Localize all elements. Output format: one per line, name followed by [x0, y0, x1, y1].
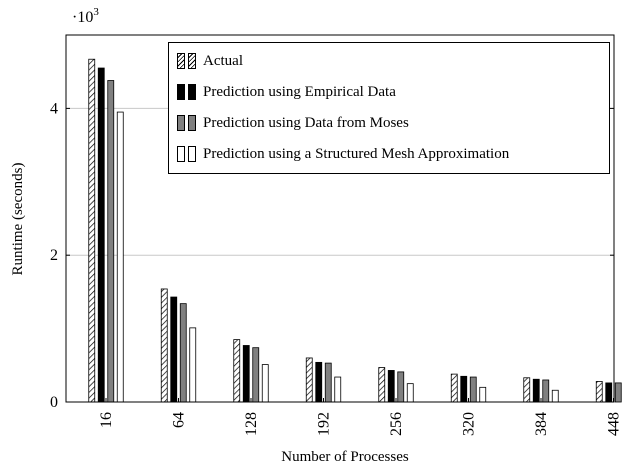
y-multiplier-label: ·103 [72, 6, 99, 26]
x-tick-label: 448 [606, 412, 623, 436]
legend-swatch-hatched [188, 53, 196, 69]
bar-solid-128 [252, 347, 260, 403]
x-tick-label: 64 [171, 412, 188, 428]
y-tick-label: 0 [50, 394, 58, 411]
bar-hatched-64 [160, 288, 168, 403]
bar-outline-64 [189, 327, 197, 403]
bar-solid-448 [605, 382, 613, 403]
bar-solid-256 [387, 370, 395, 403]
bar-hatched-320 [450, 373, 458, 403]
axis-ticks: 0241664128192256320384448512 [50, 100, 623, 436]
x-tick-label: 16 [98, 412, 115, 428]
bar-solid-16 [97, 67, 105, 403]
legend-swatch-black [188, 84, 196, 100]
x-tick-label: 128 [243, 412, 260, 436]
bar-solid-192 [315, 361, 323, 403]
y-tick-label: 2 [50, 247, 58, 264]
y-tick-label: 4 [50, 100, 58, 117]
bar-solid-448 [614, 382, 622, 403]
legend-swatch-outline [177, 146, 185, 162]
x-axis-label: Number of Processes [281, 449, 409, 465]
bar-hatched-16 [88, 58, 96, 403]
legend-swatch-gray [177, 115, 185, 131]
x-tick-label: 384 [533, 412, 550, 436]
bar-outline-16 [116, 111, 124, 403]
bar-outline-192 [334, 376, 342, 403]
chart-legend: Actual Prediction using Empirical Data P… [168, 42, 610, 174]
legend-swatch-outline [188, 146, 196, 162]
legend-swatch-black [177, 84, 185, 100]
x-tick-label: 192 [316, 412, 333, 436]
bar-hatched-448 [595, 381, 603, 403]
bar-solid-256 [397, 371, 405, 403]
bar-outline-384 [551, 389, 559, 403]
legend-swatch-gray [188, 115, 196, 131]
y-axis-label: Runtime (seconds) [10, 163, 26, 276]
bar-solid-16 [107, 80, 115, 403]
bar-outline-320 [479, 386, 487, 403]
legend-label: Prediction using Empirical Data [203, 83, 396, 100]
legend-item-actual: Actual [177, 50, 243, 72]
legend-item-empirical: Prediction using Empirical Data [177, 81, 396, 103]
legend-swatch-hatched [177, 53, 185, 69]
bar-solid-64 [170, 296, 178, 403]
legend-label: Prediction using a Structured Mesh Appro… [203, 145, 510, 162]
legend-label: Actual [203, 52, 243, 69]
bar-solid-192 [324, 362, 332, 403]
bar-solid-384 [532, 378, 540, 403]
x-tick-label: 320 [461, 412, 478, 436]
bar-hatched-128 [233, 339, 241, 403]
bar-outline-128 [261, 364, 269, 403]
legend-item-structured-mesh: Prediction using a Structured Mesh Appro… [177, 143, 509, 165]
bar-solid-384 [542, 379, 550, 403]
x-tick-label: 256 [388, 412, 405, 436]
bar-solid-320 [469, 376, 477, 403]
bar-solid-64 [179, 303, 187, 403]
legend-label: Prediction using Data from Moses [203, 114, 409, 131]
bar-outline-256 [406, 383, 414, 403]
bar-hatched-256 [378, 367, 386, 403]
bar-solid-320 [460, 375, 468, 403]
plot-frame [65, 34, 615, 403]
y-multiplier-exponent: 3 [93, 6, 99, 18]
bar-hatched-384 [523, 377, 531, 403]
legend-item-moses: Prediction using Data from Moses [177, 112, 409, 134]
bar-solid-128 [242, 345, 250, 403]
bar-hatched-192 [305, 357, 313, 403]
